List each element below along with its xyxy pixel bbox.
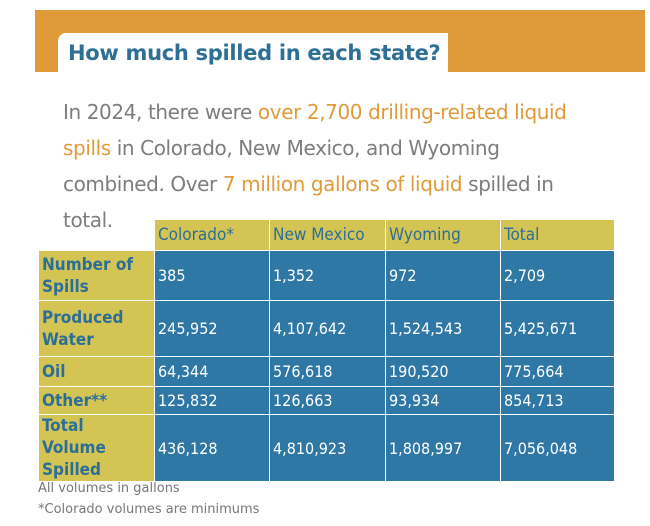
table-cell: 126,663	[269, 386, 386, 415]
row-header: Oil	[38, 356, 155, 387]
table-header-row: Colorado* New Mexico Wyoming Total	[39, 219, 615, 251]
column-header-new-mexico: New Mexico	[269, 219, 386, 251]
table-cell: 2,709	[500, 250, 615, 301]
column-header-total: Total	[500, 219, 615, 251]
table-cell: 7,056,048	[500, 414, 615, 482]
table-cell: 775,664	[500, 356, 615, 387]
row-header: Produced Water	[38, 300, 155, 357]
table-cell: 93,934	[385, 386, 501, 415]
row-header: Total Volume Spilled	[38, 414, 155, 482]
table-cell: 1,524,543	[385, 300, 501, 357]
intro-text-2: in Colorado, New Mexico, and Wyoming com…	[63, 136, 500, 196]
table-cell: 436,128	[154, 414, 270, 482]
row-header: Other**	[38, 386, 155, 415]
table-cell: 125,832	[154, 386, 270, 415]
table-cell: 972	[385, 250, 501, 301]
spill-table: Colorado* New Mexico Wyoming Total Numbe…	[38, 219, 615, 482]
table-cell: 5,425,671	[500, 300, 615, 357]
table-row-oil: Oil 64,344 576,618 190,520 775,664	[38, 356, 615, 387]
table-row-other: Other** 125,832 126,663 93,934 854,713	[38, 386, 615, 415]
table-cell: 1,352	[269, 250, 386, 301]
table-corner	[39, 220, 155, 251]
table-cell: 4,810,923	[269, 414, 386, 482]
table-row-number-of-spills: Number of Spills 385 1,352 972 2,709	[38, 250, 615, 301]
table-cell: 385	[154, 250, 270, 301]
intro-highlight-gallons: 7 million gallons of liquid	[222, 172, 463, 196]
table-cell: 64,344	[154, 356, 270, 387]
table-cell: 190,520	[385, 356, 501, 387]
table-cell: 1,808,997	[385, 414, 501, 482]
column-header-wyoming: Wyoming	[385, 219, 501, 251]
intro-paragraph: In 2024, there were over 2,700 drilling-…	[63, 94, 603, 238]
footnote-colorado: *Colorado volumes are minimums	[38, 502, 260, 517]
title-box: How much spilled in each state?	[58, 33, 449, 73]
table-row-produced-water: Produced Water 245,952 4,107,642 1,524,5…	[38, 300, 615, 357]
table-row-total-volume: Total Volume Spilled 436,128 4,810,923 1…	[38, 414, 615, 482]
row-header: Number of Spills	[38, 250, 155, 301]
table-cell: 854,713	[500, 386, 615, 415]
intro-text-1: In 2024, there were	[63, 100, 258, 124]
page-title: How much spilled in each state?	[68, 41, 441, 65]
table-cell: 576,618	[269, 356, 386, 387]
column-header-colorado: Colorado*	[154, 219, 270, 251]
intro-text-3: spilled in total.	[63, 172, 554, 232]
table-cell: 4,107,642	[269, 300, 386, 357]
intro-highlight-spills: over 2,700 drilling-related liquid spill…	[63, 100, 567, 160]
table-cell: 245,952	[154, 300, 270, 357]
footnote-units: All volumes in gallons	[38, 481, 180, 496]
